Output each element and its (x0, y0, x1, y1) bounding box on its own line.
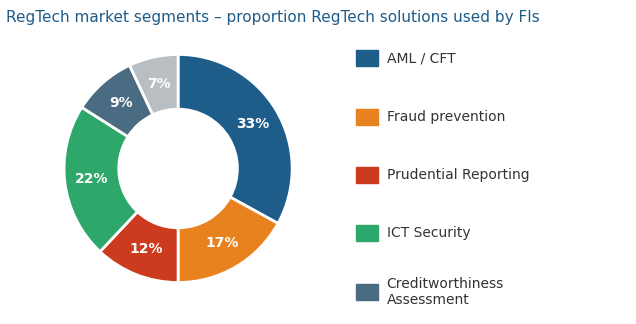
Text: 22%: 22% (75, 172, 109, 186)
Text: AML / CFT: AML / CFT (387, 51, 455, 65)
Text: 7%: 7% (148, 77, 171, 91)
Wedge shape (64, 107, 137, 252)
Text: 12%: 12% (129, 242, 163, 256)
Wedge shape (100, 212, 178, 283)
Text: ICT Security: ICT Security (387, 226, 470, 240)
Wedge shape (178, 54, 292, 224)
Text: 9%: 9% (109, 97, 132, 110)
Text: 33%: 33% (236, 117, 269, 131)
Wedge shape (178, 197, 278, 283)
Text: Fraud prevention: Fraud prevention (387, 110, 505, 124)
Wedge shape (130, 54, 178, 115)
Wedge shape (82, 65, 153, 137)
Text: RegTech market segments – proportion RegTech solutions used by FIs: RegTech market segments – proportion Reg… (6, 10, 540, 25)
Text: Prudential Reporting: Prudential Reporting (387, 168, 529, 182)
Text: 17%: 17% (205, 236, 239, 250)
Text: Creditworthiness
Assessment: Creditworthiness Assessment (387, 276, 504, 307)
